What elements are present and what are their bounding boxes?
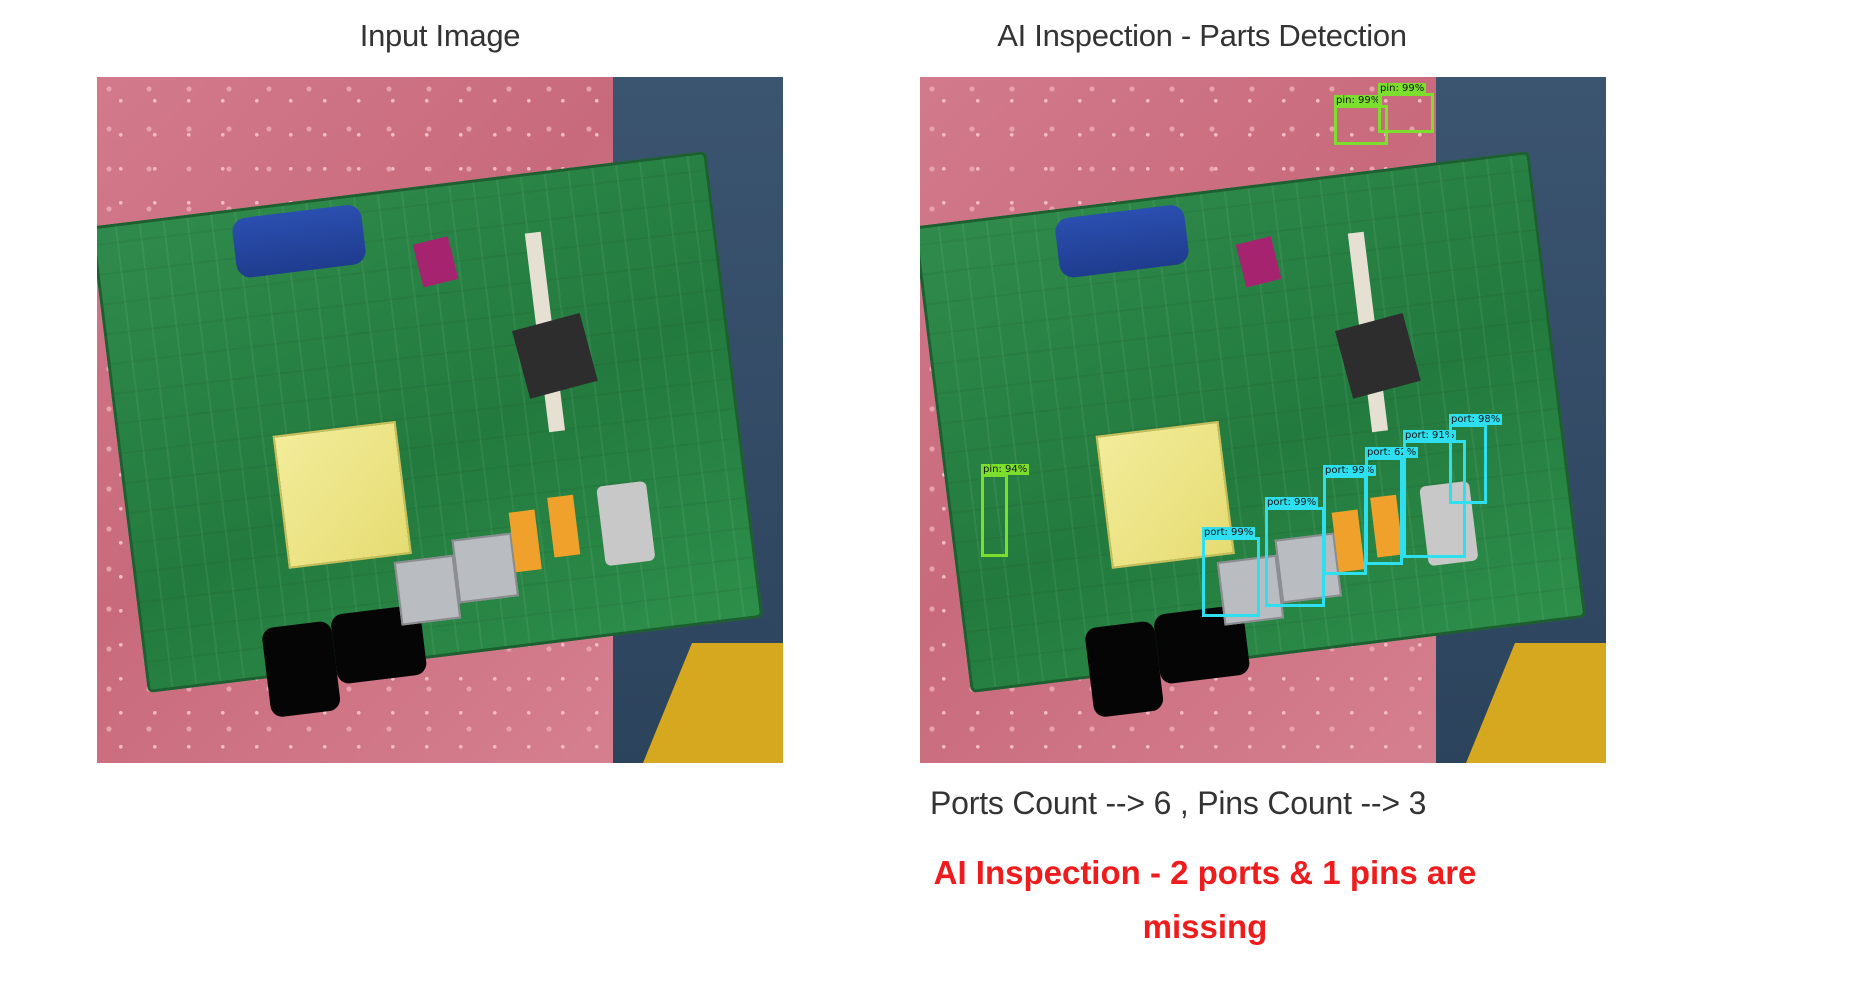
capacitor xyxy=(230,203,368,279)
detection-image-title: AI Inspection - Parts Detection xyxy=(997,18,1407,53)
pins-count-value: 3 xyxy=(1408,785,1427,821)
detection-box-port: port: 98% xyxy=(1449,414,1503,504)
input-image xyxy=(97,77,783,763)
transformer xyxy=(272,420,412,569)
ports-count-value: 6 xyxy=(1153,785,1172,821)
detection-box-pin: pin: 99% xyxy=(1334,95,1388,145)
capacitor xyxy=(1053,203,1191,279)
detection-box-port: port: 99% xyxy=(1202,527,1260,617)
magenta-component xyxy=(412,236,459,288)
detection-box-port: port: 91% xyxy=(1403,430,1466,558)
detection-label: port: 98% xyxy=(1449,414,1503,425)
detection-box-port: port: 99% xyxy=(1265,497,1325,607)
detection-label: port: 99% xyxy=(1323,465,1377,476)
processor-chip xyxy=(1335,313,1421,399)
redacted-area xyxy=(260,620,342,719)
detection-box-port: port: 99% xyxy=(1323,465,1377,575)
detection-label: port: 91% xyxy=(1403,430,1457,441)
counts-summary: Ports Count --> 6 , Pins Count --> 3 xyxy=(930,785,1426,822)
coax-port xyxy=(596,480,656,567)
hdmi-port xyxy=(393,554,462,626)
detection-box-pin: pin: 99% xyxy=(1378,83,1434,133)
pins-count-label: Pins Count --> xyxy=(1197,785,1409,821)
detection-box-pin: pin: 94% xyxy=(981,464,1030,557)
detection-label: pin: 99% xyxy=(1378,83,1427,94)
ports-count-label: Ports Count --> xyxy=(930,785,1154,821)
inspection-verdict: AI Inspection - 2 ports & 1 pins are mis… xyxy=(933,854,1477,945)
detection-label: port: 99% xyxy=(1265,497,1319,508)
counts-separator: , xyxy=(1171,785,1198,821)
detection-image: pin: 99% pin: 99% pin: 94% port: 99% por… xyxy=(920,77,1606,763)
detection-box-port: port: 62% xyxy=(1365,447,1419,565)
input-image-title: Input Image xyxy=(359,18,521,53)
hdmi-port xyxy=(451,532,519,604)
detection-label: pin: 94% xyxy=(981,464,1030,475)
magenta-component xyxy=(1235,236,1282,288)
detection-label: pin: 99% xyxy=(1334,95,1383,106)
redacted-area xyxy=(1083,620,1165,719)
detection-label: port: 99% xyxy=(1202,527,1256,538)
rca-port xyxy=(547,494,581,558)
circuit-board xyxy=(97,150,764,719)
detection-label: port: 62% xyxy=(1365,447,1419,458)
processor-chip xyxy=(512,313,598,399)
